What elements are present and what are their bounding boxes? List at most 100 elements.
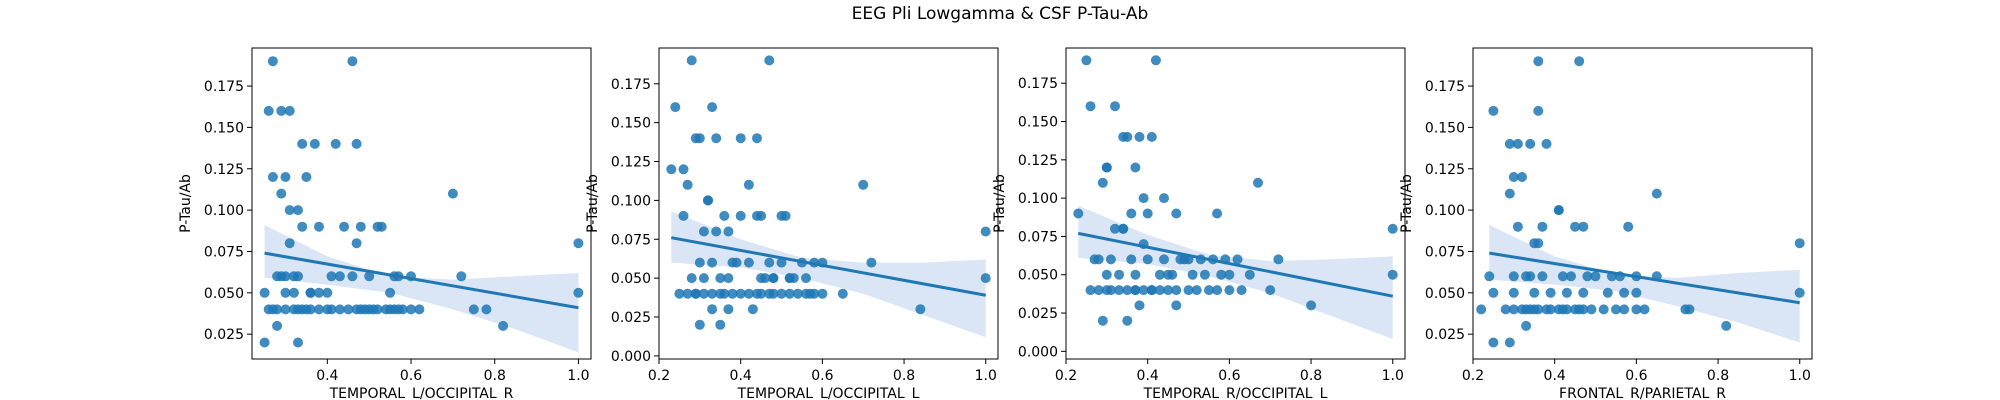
data-point — [1570, 221, 1581, 232]
data-point — [1105, 254, 1116, 265]
data-point — [980, 273, 991, 284]
data-point — [760, 273, 771, 284]
data-point — [694, 133, 705, 144]
x-axis-label: FRONTAL_R/PARIETAL_R — [1559, 386, 1726, 400]
x-tick-label: 0.2 — [1055, 368, 1077, 384]
data-point — [805, 288, 816, 299]
data-point — [498, 320, 509, 331]
data-point — [1142, 254, 1153, 265]
axes-frame — [1065, 47, 1406, 360]
data-point — [1122, 285, 1133, 296]
y-tick-label: 0.100 — [204, 203, 244, 219]
x-tick-label: 1.0 — [975, 368, 997, 384]
data-point — [711, 226, 722, 237]
data-point — [707, 288, 718, 299]
data-point — [1142, 208, 1153, 219]
subplot-3: 0.2 0.4 0.6 0.8 1.0 0.000 0.025 0.050 0.075 0.100… — [992, 47, 1406, 400]
y-tick-label: 0.050 — [1425, 286, 1465, 302]
data-point — [334, 304, 345, 315]
data-point — [1537, 221, 1548, 232]
data-point — [694, 319, 705, 330]
y-tick-label: 0.150 — [1018, 115, 1058, 131]
data-point — [1582, 271, 1593, 282]
data-point — [1598, 304, 1609, 315]
data-point — [735, 288, 746, 299]
data-point — [1191, 285, 1202, 296]
axes-frame — [658, 47, 999, 360]
y-tick-label: 0.075 — [1425, 244, 1465, 260]
x-tick-label: 0.8 — [484, 368, 506, 384]
data-point — [694, 257, 705, 268]
regression-line — [670, 236, 987, 297]
data-point — [1484, 271, 1495, 282]
data-point — [703, 195, 713, 206]
data-point — [698, 288, 709, 299]
data-point — [719, 210, 730, 221]
data-point — [1578, 287, 1589, 298]
data-point — [707, 102, 718, 113]
y-tick-label: 0.075 — [204, 244, 244, 260]
axes-frame — [1472, 47, 1813, 360]
data-point — [305, 287, 316, 298]
y-tick-label: 0.025 — [1425, 327, 1465, 343]
data-point — [764, 257, 775, 268]
data-point — [263, 105, 274, 116]
data-point — [280, 271, 291, 282]
data-point — [1154, 269, 1165, 280]
figure-title: EEG Pli Lowgamma & CSF P-Tau-Ab — [851, 4, 1149, 24]
data-point — [1529, 287, 1540, 298]
data-point — [1306, 300, 1317, 311]
axes-frame — [251, 47, 592, 360]
y-tick-label: 0.000 — [611, 349, 651, 365]
data-point — [1122, 131, 1133, 142]
y-tick-label: 0.075 — [1018, 229, 1058, 245]
y-tick-label: 0.025 — [204, 327, 244, 343]
y-tick-label: 0.175 — [1018, 76, 1058, 92]
data-point — [780, 210, 791, 221]
data-point — [1130, 269, 1141, 280]
data-point — [752, 210, 762, 221]
data-point — [309, 138, 320, 149]
x-tick-label: 0.4 — [316, 368, 338, 384]
regression-line — [1489, 251, 1800, 305]
data-point — [326, 271, 337, 282]
data-point — [784, 273, 795, 284]
y-axis-label: P-Tau/Ab — [1399, 174, 1415, 233]
data-point — [723, 273, 734, 284]
confidence-band — [671, 211, 986, 338]
data-point — [915, 304, 926, 315]
data-point — [1179, 254, 1190, 265]
data-point — [792, 288, 803, 299]
data-point — [297, 221, 308, 232]
data-point — [314, 221, 324, 232]
x-tick-label: 0.6 — [811, 368, 833, 384]
data-point — [1224, 269, 1235, 280]
confidence-band — [264, 225, 579, 353]
data-point — [1521, 320, 1532, 331]
y-tick-label: 0.175 — [611, 77, 651, 93]
data-point — [1110, 101, 1120, 112]
data-point — [351, 138, 362, 149]
data-point — [711, 133, 722, 144]
data-point — [764, 55, 775, 66]
x-axis-label: TEMPORAL_L/OCCIPITAL_L — [737, 386, 920, 400]
data-point — [330, 138, 341, 149]
data-point — [1171, 285, 1182, 296]
data-point — [1085, 101, 1096, 112]
data-point — [1138, 193, 1149, 204]
data-point — [1110, 223, 1120, 234]
data-point — [1500, 304, 1511, 315]
data-point — [1639, 304, 1650, 315]
data-point — [1574, 56, 1585, 67]
regression-line — [1077, 231, 1394, 298]
data-point — [743, 179, 754, 190]
data-point — [1273, 254, 1284, 265]
x-tick-label: 0.6 — [1625, 368, 1647, 384]
data-point — [1557, 304, 1568, 315]
data-point — [406, 304, 416, 315]
x-axis-label: TEMPORAL_R/OCCIPITAL_L — [1143, 386, 1328, 400]
data-point — [1533, 56, 1544, 67]
x-tick-label: 1.0 — [1789, 368, 1811, 384]
data-point — [698, 273, 709, 284]
y-tick-label: 0.150 — [204, 120, 244, 136]
